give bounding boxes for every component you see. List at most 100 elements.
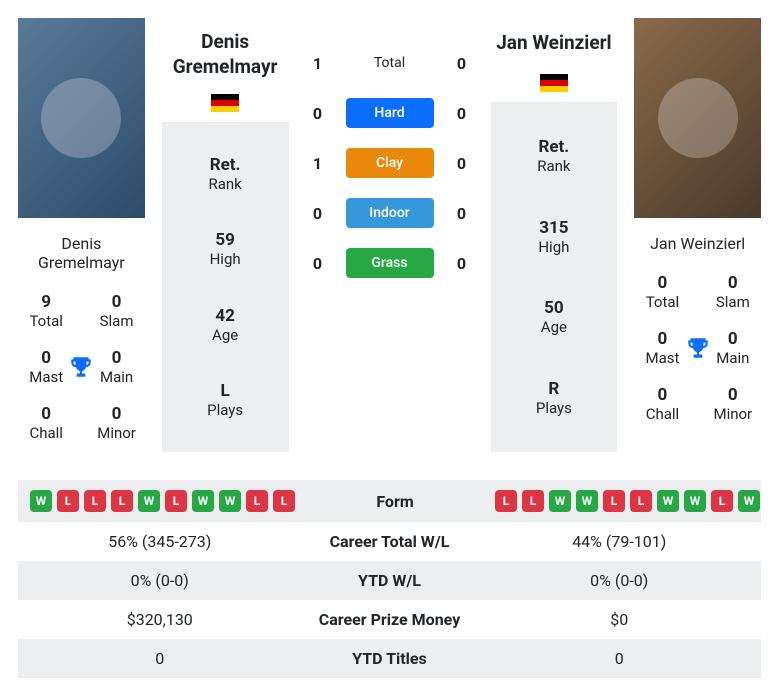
form-cell[interactable]: L [711,490,733,512]
form-cell[interactable]: L [603,490,625,512]
player-b-summary-col: Jan Weinzierl 0Total 0Slam 0Mast 0Main 0… [634,18,761,452]
form-cell[interactable]: W [738,490,760,512]
h2h-row-clay: 1 Clay 0 [306,148,474,178]
h2h-col: 1 Total 0 0 Hard 0 1 Clay 0 0 Indoor 0 0 Grass 0 [306,18,474,452]
h2h-b-value: 0 [450,104,474,123]
row-ytd-wl: 0% (0-0) YTD W/L 0% (0-0) [18,561,761,600]
player-a-summary-col: Denis Gremelmayr 9Total 0Slam 0Mast 0Mai… [18,18,145,452]
player-a-name[interactable]: Denis Gremelmayr [162,18,289,88]
stat-plays: LPlays [162,381,289,419]
stat-age: 50Age [491,298,618,336]
stat-minor: 0Minor [94,404,138,442]
player-a-rank-card: Ret.Rank 59High 42Age LPlays [162,122,289,452]
form-cell[interactable]: W [684,490,706,512]
surface-badge[interactable]: Grass [346,248,434,278]
h2h-b-value: 0 [450,254,474,273]
stat-mast: 0Mast [640,329,684,367]
form-cell[interactable]: L [273,490,295,512]
form-cell[interactable]: W [192,490,214,512]
label-ytd-titles: YTD Titles [290,649,490,668]
h2h-a-value: 0 [306,104,330,123]
stat-plays: RPlays [491,379,618,417]
surface-badge[interactable]: Total [346,48,434,78]
label-ytd-wl: YTD W/L [290,571,490,590]
player-a-photo[interactable] [18,18,145,218]
surface-badge[interactable]: Clay [346,148,434,178]
player-b-rank-card: Ret.Rank 315High 50Age RPlays [491,102,618,452]
row-form: WLLLWLWWLL Form LLWWLLWWLW [18,480,761,522]
player-a-rank-col: Denis Gremelmayr Ret.Rank 59High 42Age L… [162,18,289,452]
stat-main: 0Main [94,348,138,386]
stat-rank: Ret.Rank [491,137,618,175]
h2h-row-grass: 0 Grass 0 [306,248,474,278]
h2h-b-value: 0 [450,54,474,73]
player-a-ytd-titles: 0 [30,649,290,668]
surface-badge[interactable]: Indoor [346,198,434,228]
stat-slam: 0Slam [711,273,755,311]
stat-total: 9Total [24,292,68,330]
stat-mast: 0Mast [24,348,68,386]
h2h-a-value: 1 [306,54,330,73]
player-b-prize: $0 [490,610,750,629]
player-b-photo[interactable] [634,18,761,218]
row-ytd-titles: 0 YTD Titles 0 [18,639,761,678]
form-cell[interactable]: L [165,490,187,512]
player-b-ytd-titles: 0 [490,649,750,668]
form-cell[interactable]: L [246,490,268,512]
player-a-career-wl: 56% (345-273) [30,532,290,551]
stat-total: 0Total [640,273,684,311]
label-form: Form [295,492,495,511]
player-b-name[interactable]: Jan Weinzierl [491,18,618,68]
h2h-a-value: 1 [306,154,330,173]
stat-rank: Ret.Rank [162,155,289,193]
stat-slam: 0Slam [94,292,138,330]
surface-badge[interactable]: Hard [346,98,434,128]
player-b-titles-card: Jan Weinzierl 0Total 0Slam 0Mast 0Main 0… [634,218,761,433]
h2h-row-indoor: 0 Indoor 0 [306,198,474,228]
stat-chall: 0Chall [24,404,68,442]
form-cell[interactable]: L [522,490,544,512]
player-a-prize: $320,130 [30,610,290,629]
form-cell[interactable]: L [57,490,79,512]
top-row: Denis Gremelmayr 9Total 0Slam 0Mast 0Mai… [18,18,761,452]
label-career-wl: Career Total W/L [290,532,490,551]
player-a-form: WLLLWLWWLL [30,490,295,512]
stat-main: 0Main [711,329,755,367]
player-b-titles-grid: 0Total 0Slam 0Mast 0Main 0Chall 0Minor [634,263,761,433]
comparison-table: WLLLWLWWLL Form LLWWLLWWLW 56% (345-273)… [18,480,761,678]
player-a-name-sub[interactable]: Denis Gremelmayr [18,234,145,272]
form-cell[interactable]: W [549,490,571,512]
germany-flag-icon [211,94,239,112]
stat-high: 59High [162,230,289,268]
label-prize: Career Prize Money [290,610,490,629]
player-a-titles-grid: 9Total 0Slam 0Mast 0Main 0Chall 0Minor [18,282,145,452]
form-cell[interactable]: L [111,490,133,512]
stat-high: 315High [491,218,618,256]
form-cell[interactable]: W [219,490,241,512]
stat-chall: 0Chall [640,385,684,423]
trophy-icon [68,354,94,380]
stat-age: 42Age [162,306,289,344]
h2h-a-value: 0 [306,254,330,273]
player-b-ytd-wl: 0% (0-0) [490,571,750,590]
h2h-row-total: 1 Total 0 [306,48,474,78]
form-cell[interactable]: W [138,490,160,512]
h2h-a-value: 0 [306,204,330,223]
stat-minor: 0Minor [711,385,755,423]
player-a-titles-card: Denis Gremelmayr 9Total 0Slam 0Mast 0Mai… [18,218,145,452]
form-cell[interactable]: W [30,490,52,512]
germany-flag-icon [540,74,568,92]
h2h-b-value: 0 [450,154,474,173]
form-cell[interactable]: L [495,490,517,512]
trophy-icon [685,335,711,361]
form-cell[interactable]: W [657,490,679,512]
player-a-ytd-wl: 0% (0-0) [30,571,290,590]
form-cell[interactable]: L [630,490,652,512]
row-career-wl: 56% (345-273) Career Total W/L 44% (79-1… [18,522,761,561]
form-cell[interactable]: L [84,490,106,512]
h2h-b-value: 0 [450,204,474,223]
form-cell[interactable]: W [576,490,598,512]
row-prize: $320,130 Career Prize Money $0 [18,600,761,639]
player-b-name-sub[interactable]: Jan Weinzierl [634,234,761,253]
player-b-career-wl: 44% (79-101) [490,532,750,551]
